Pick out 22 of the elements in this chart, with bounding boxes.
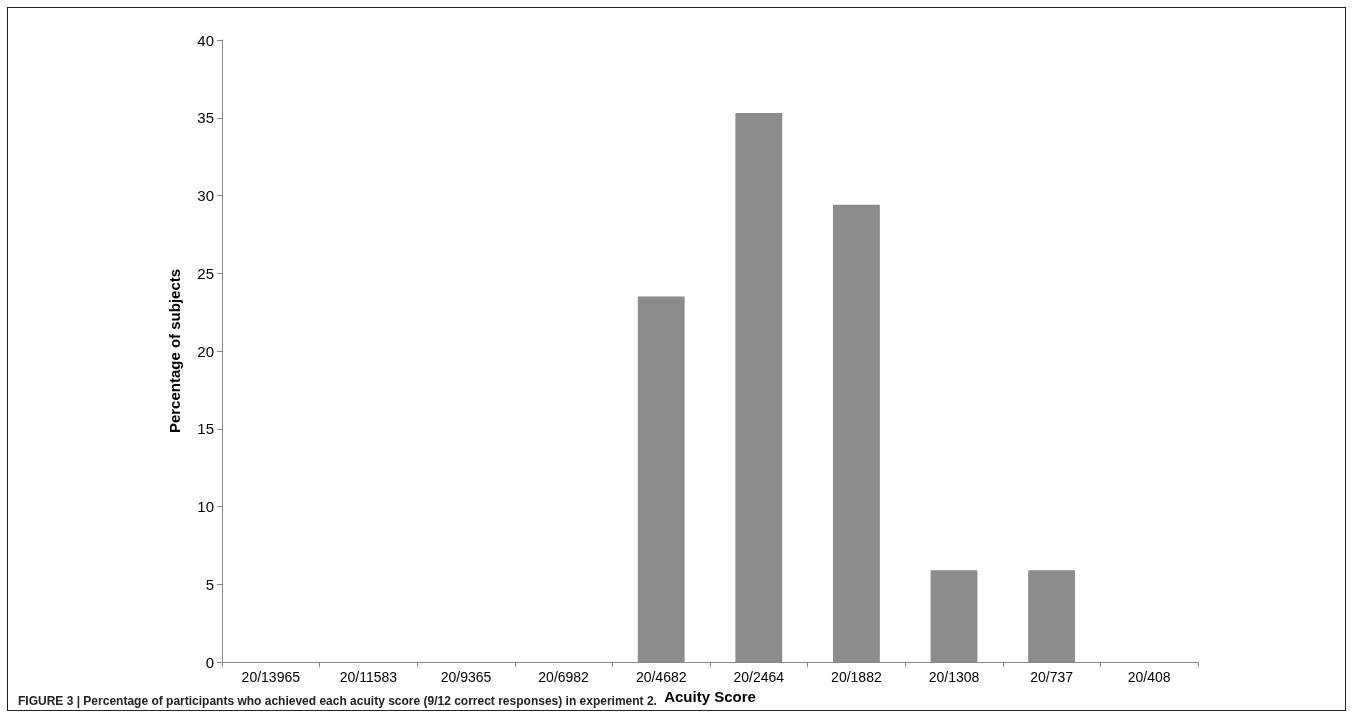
x-axis-title: Acuity Score xyxy=(664,687,756,705)
x-tick-label: 20/6982 xyxy=(538,669,590,685)
y-tick-label: 40 xyxy=(197,31,214,49)
x-tick-label: 20/1882 xyxy=(831,669,882,685)
x-tick-label: 20/9365 xyxy=(440,669,492,685)
x-tick-label: 20/11583 xyxy=(339,669,398,685)
y-tick-label: 10 xyxy=(197,498,214,515)
y-tick-label: 35 xyxy=(197,109,214,127)
x-tick-label: 20/737 xyxy=(1030,669,1074,685)
x-tick-label: 20/2464 xyxy=(733,669,785,685)
y-tick-label: 15 xyxy=(197,420,214,438)
x-tick-label: 20/408 xyxy=(1127,669,1171,685)
x-tick-label: 20/13965 xyxy=(241,669,301,685)
y-tick-label: 0 xyxy=(205,653,214,671)
y-tick-label: 25 xyxy=(197,264,214,282)
y-tick-label: 20 xyxy=(197,342,214,360)
y-tick-label: 30 xyxy=(197,187,214,204)
y-tick-label: 5 xyxy=(205,575,214,593)
x-tick-label: 20/1308 xyxy=(928,669,980,685)
x-tick-label: 20/4682 xyxy=(635,669,687,685)
caption: FIGURE 3 | Percentage of participants who achieved each acuity score (9/12 correct responses) in experiment 2. xyxy=(18,694,657,708)
y-axis-title: Percentage of subjects xyxy=(166,268,183,434)
